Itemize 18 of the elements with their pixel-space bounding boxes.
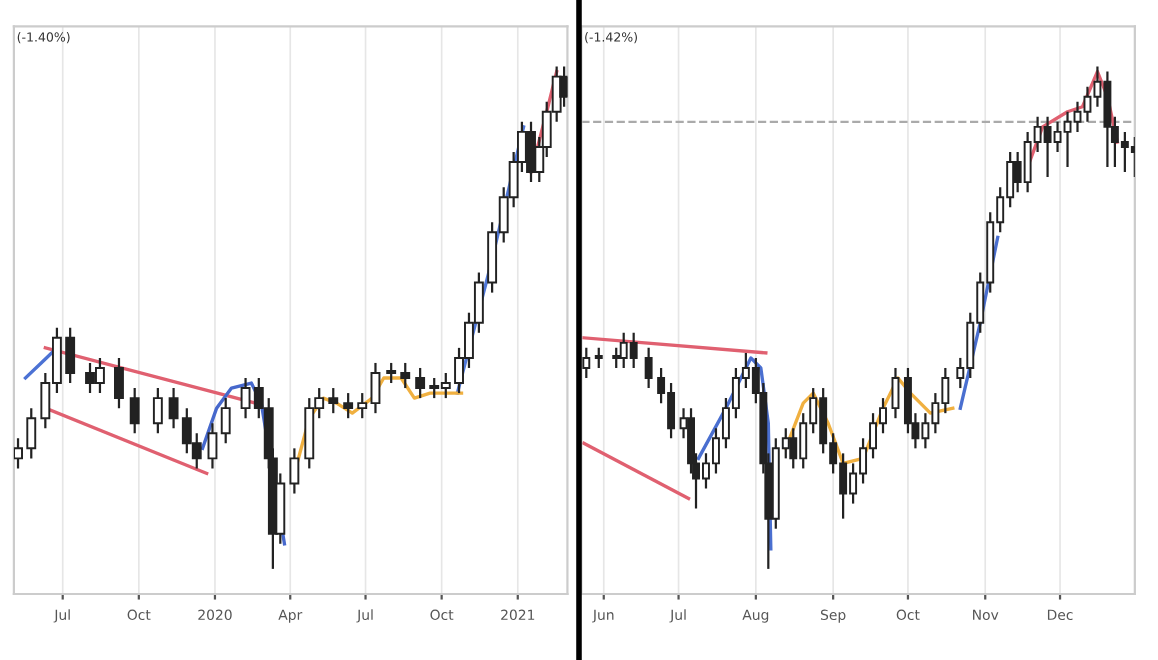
candlestick bbox=[343, 391, 354, 420]
candlestick bbox=[386, 361, 397, 385]
candlestick bbox=[400, 361, 411, 390]
candlestick bbox=[594, 346, 603, 370]
candlestick bbox=[220, 396, 231, 445]
candlestick bbox=[582, 346, 591, 380]
candlestick bbox=[612, 346, 621, 370]
candlestick bbox=[328, 386, 339, 415]
candlestick bbox=[370, 361, 381, 415]
candlestick bbox=[289, 447, 300, 495]
candlestick bbox=[415, 366, 426, 400]
candlestick bbox=[129, 386, 140, 435]
candlestick bbox=[559, 65, 568, 108]
candlestick bbox=[644, 346, 653, 390]
candlestick bbox=[114, 356, 124, 410]
candlestick bbox=[357, 391, 368, 420]
candlestick bbox=[207, 422, 218, 470]
candlestick bbox=[152, 386, 163, 435]
